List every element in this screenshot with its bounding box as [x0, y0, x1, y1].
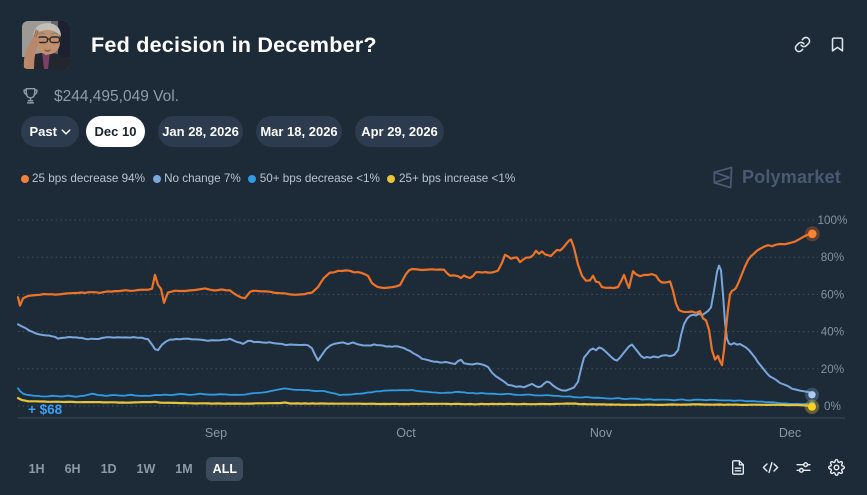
- svg-text:100%: 100%: [818, 214, 848, 227]
- svg-text:Dec: Dec: [779, 426, 801, 440]
- svg-text:Sep: Sep: [205, 426, 227, 440]
- svg-text:Nov: Nov: [590, 426, 613, 440]
- svg-text:0%: 0%: [824, 400, 841, 413]
- svg-text:Oct: Oct: [396, 426, 416, 440]
- svg-text:60%: 60%: [821, 288, 844, 301]
- svg-text:40%: 40%: [821, 326, 844, 339]
- svg-text:20%: 20%: [821, 363, 844, 376]
- svg-text:80%: 80%: [821, 251, 844, 264]
- svg-text:+ $68: + $68: [28, 402, 63, 417]
